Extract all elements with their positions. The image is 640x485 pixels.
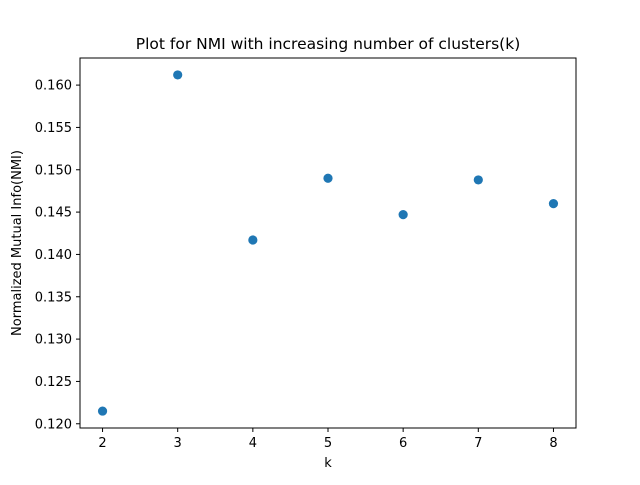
- data-point: [323, 173, 333, 183]
- chart-title: Plot for NMI with increasing number of c…: [136, 35, 521, 53]
- y-tick-label: 0.130: [35, 333, 72, 348]
- data-point: [548, 199, 559, 209]
- x-tick-label: 3: [174, 436, 182, 451]
- y-tick-label: 0.135: [35, 290, 72, 305]
- data-point: [398, 210, 408, 220]
- points-layer: [97, 70, 559, 416]
- data-point: [97, 406, 108, 416]
- data-point: [173, 70, 183, 80]
- plot-frame: [79, 57, 577, 429]
- y-tick-label: 0.120: [35, 417, 72, 432]
- x-axis-label: k: [324, 456, 332, 471]
- ticks-layer: 2 3 4 5 6 7 8 0.120 0.125 0.130 0.135 0.140 0.145 0.1…: [35, 79, 558, 451]
- y-tick-label: 0.155: [35, 121, 72, 136]
- y-axis-label: Normalized Mutual Info(NMI): [10, 150, 25, 336]
- x-tick-label: 7: [474, 436, 482, 451]
- x-tick-label: 2: [98, 436, 106, 451]
- y-tick-label: 0.125: [35, 375, 72, 390]
- plot-area: [80, 58, 576, 428]
- y-tick-label: 0.140: [35, 248, 72, 263]
- x-tick-label: 6: [399, 436, 407, 451]
- data-point: [473, 175, 483, 185]
- x-tick-label: 5: [324, 436, 332, 451]
- x-tick-label: 4: [249, 436, 257, 451]
- data-point: [248, 235, 258, 245]
- y-tick-label: 0.150: [35, 163, 72, 178]
- y-tick-label: 0.145: [35, 206, 72, 221]
- y-tick-label: 0.160: [35, 79, 72, 94]
- x-tick-label: 8: [549, 436, 557, 451]
